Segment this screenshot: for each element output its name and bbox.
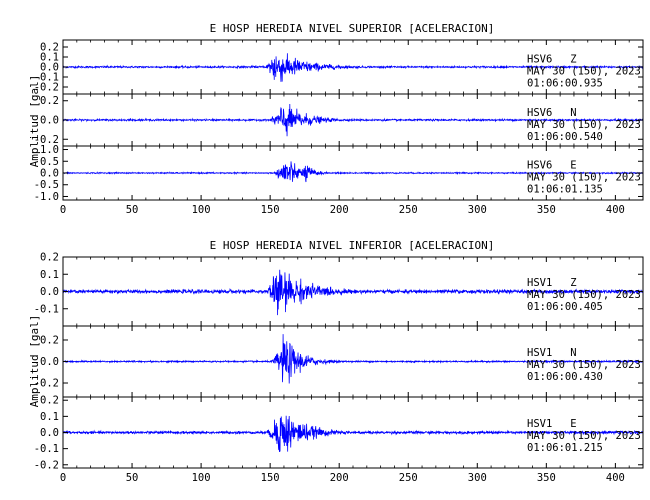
y-axis-label: Amplitud [gal] xyxy=(28,315,41,408)
station-label: HSV6 N xyxy=(527,107,577,119)
x-tick-label: 250 xyxy=(399,472,418,484)
waveform-line xyxy=(62,269,644,316)
waveform-line xyxy=(62,53,644,82)
component-code: N xyxy=(570,347,576,359)
time-label: 01:06:01.135 xyxy=(527,184,603,196)
station-label: HSV6 Z xyxy=(527,54,577,66)
time-label: 01:06:00.935 xyxy=(527,78,603,90)
station-label: HSV1 N xyxy=(527,347,577,359)
x-tick-label: 200 xyxy=(330,472,349,484)
y-tick-label: -0.5 xyxy=(34,179,59,191)
component-code: N xyxy=(570,107,576,119)
x-tick-label: 250 xyxy=(399,204,418,216)
x-tick-label: 150 xyxy=(261,472,280,484)
component-code: Z xyxy=(570,277,576,289)
station-label: HSV6 E xyxy=(527,160,577,172)
x-tick-label: 300 xyxy=(468,472,487,484)
y-tick-label: 0.2 xyxy=(40,395,59,407)
component-code: Z xyxy=(570,54,576,66)
x-tick-label: 100 xyxy=(192,204,211,216)
y-tick-label: 0.2 xyxy=(40,252,59,264)
x-tick-label: 50 xyxy=(126,204,139,216)
time-label: 01:06:00.405 xyxy=(527,301,603,313)
panel-title: E HOSP HEREDIA NIVEL INFERIOR [ACELERACI… xyxy=(210,239,495,252)
y-tick-label: -0.2 xyxy=(34,459,59,471)
station-code: HSV6 xyxy=(527,160,552,172)
panel-inferior: E HOSP HEREDIA NIVEL INFERIOR [ACELERACI… xyxy=(28,239,644,484)
y-tick-label: 1.0 xyxy=(40,144,59,156)
x-tick-label: 0 xyxy=(60,204,66,216)
component-code: E xyxy=(570,160,576,172)
y-tick-label: 0.1 xyxy=(40,269,59,281)
y-tick-label: 0.2 xyxy=(40,95,59,107)
y-tick-label: -0.1 xyxy=(34,303,59,315)
date-label: MAY 30 (150), 2023 xyxy=(527,430,641,442)
y-tick-label: -0.2 xyxy=(34,134,59,146)
station-code: HSV6 xyxy=(527,54,552,66)
station-code: HSV1 xyxy=(527,277,552,289)
station-label: HSV1 E xyxy=(527,418,577,430)
x-tick-label: 350 xyxy=(537,472,556,484)
panel-title: E HOSP HEREDIA NIVEL SUPERIOR [ACELERACI… xyxy=(210,22,495,35)
y-tick-label: 0.1 xyxy=(40,52,59,64)
y-tick-label: -0.2 xyxy=(34,378,59,390)
y-tick-label: 0.0 xyxy=(40,427,59,439)
x-tick-label: 150 xyxy=(261,204,280,216)
waveform-line xyxy=(62,334,644,384)
waveform-line xyxy=(62,415,644,453)
date-label: MAY 30 (150), 2023 xyxy=(527,289,641,301)
x-tick-label: 350 xyxy=(537,204,556,216)
y-tick-label: -0.2 xyxy=(34,82,59,94)
waveform-line xyxy=(62,161,644,183)
x-tick-label: 300 xyxy=(468,204,487,216)
y-tick-label: -0.1 xyxy=(34,443,59,455)
time-label: 01:06:01.215 xyxy=(527,442,603,454)
date-label: MAY 30 (150), 2023 xyxy=(527,66,641,78)
y-tick-label: 0.2 xyxy=(40,334,59,346)
time-label: 01:06:00.540 xyxy=(527,131,603,143)
station-label: HSV1 Z xyxy=(527,277,577,289)
x-tick-label: 400 xyxy=(606,472,625,484)
x-tick-label: 100 xyxy=(192,472,211,484)
y-tick-label: 0.0 xyxy=(40,286,59,298)
component-code: E xyxy=(570,418,576,430)
x-tick-label: 400 xyxy=(606,204,625,216)
date-label: MAY 30 (150), 2023 xyxy=(527,119,641,131)
time-label: 01:06:00.430 xyxy=(527,371,603,383)
x-tick-label: 50 xyxy=(126,472,139,484)
y-tick-label: 0.0 xyxy=(40,356,59,368)
x-tick-label: 200 xyxy=(330,204,349,216)
date-label: MAY 30 (150), 2023 xyxy=(527,359,641,371)
station-code: HSV1 xyxy=(527,418,552,430)
y-tick-label: 0.1 xyxy=(40,411,59,423)
x-tick-label: 0 xyxy=(60,472,66,484)
y-tick-label: 0.0 xyxy=(40,62,59,74)
y-tick-label: 0.2 xyxy=(40,42,59,54)
y-tick-label: 0.5 xyxy=(40,156,59,168)
y-tick-label: 0.0 xyxy=(40,115,59,127)
y-tick-label: -1.0 xyxy=(34,191,59,203)
waveform-line xyxy=(62,104,644,137)
station-code: HSV6 xyxy=(527,107,552,119)
y-tick-label: -0.1 xyxy=(34,72,59,84)
panel-superior: E HOSP HEREDIA NIVEL SUPERIOR [ACELERACI… xyxy=(28,22,644,216)
date-label: MAY 30 (150), 2023 xyxy=(527,172,641,184)
station-code: HSV1 xyxy=(527,347,552,359)
y-axis-label: Amplitud [gal] xyxy=(28,75,41,168)
y-tick-label: 0.0 xyxy=(40,168,59,180)
